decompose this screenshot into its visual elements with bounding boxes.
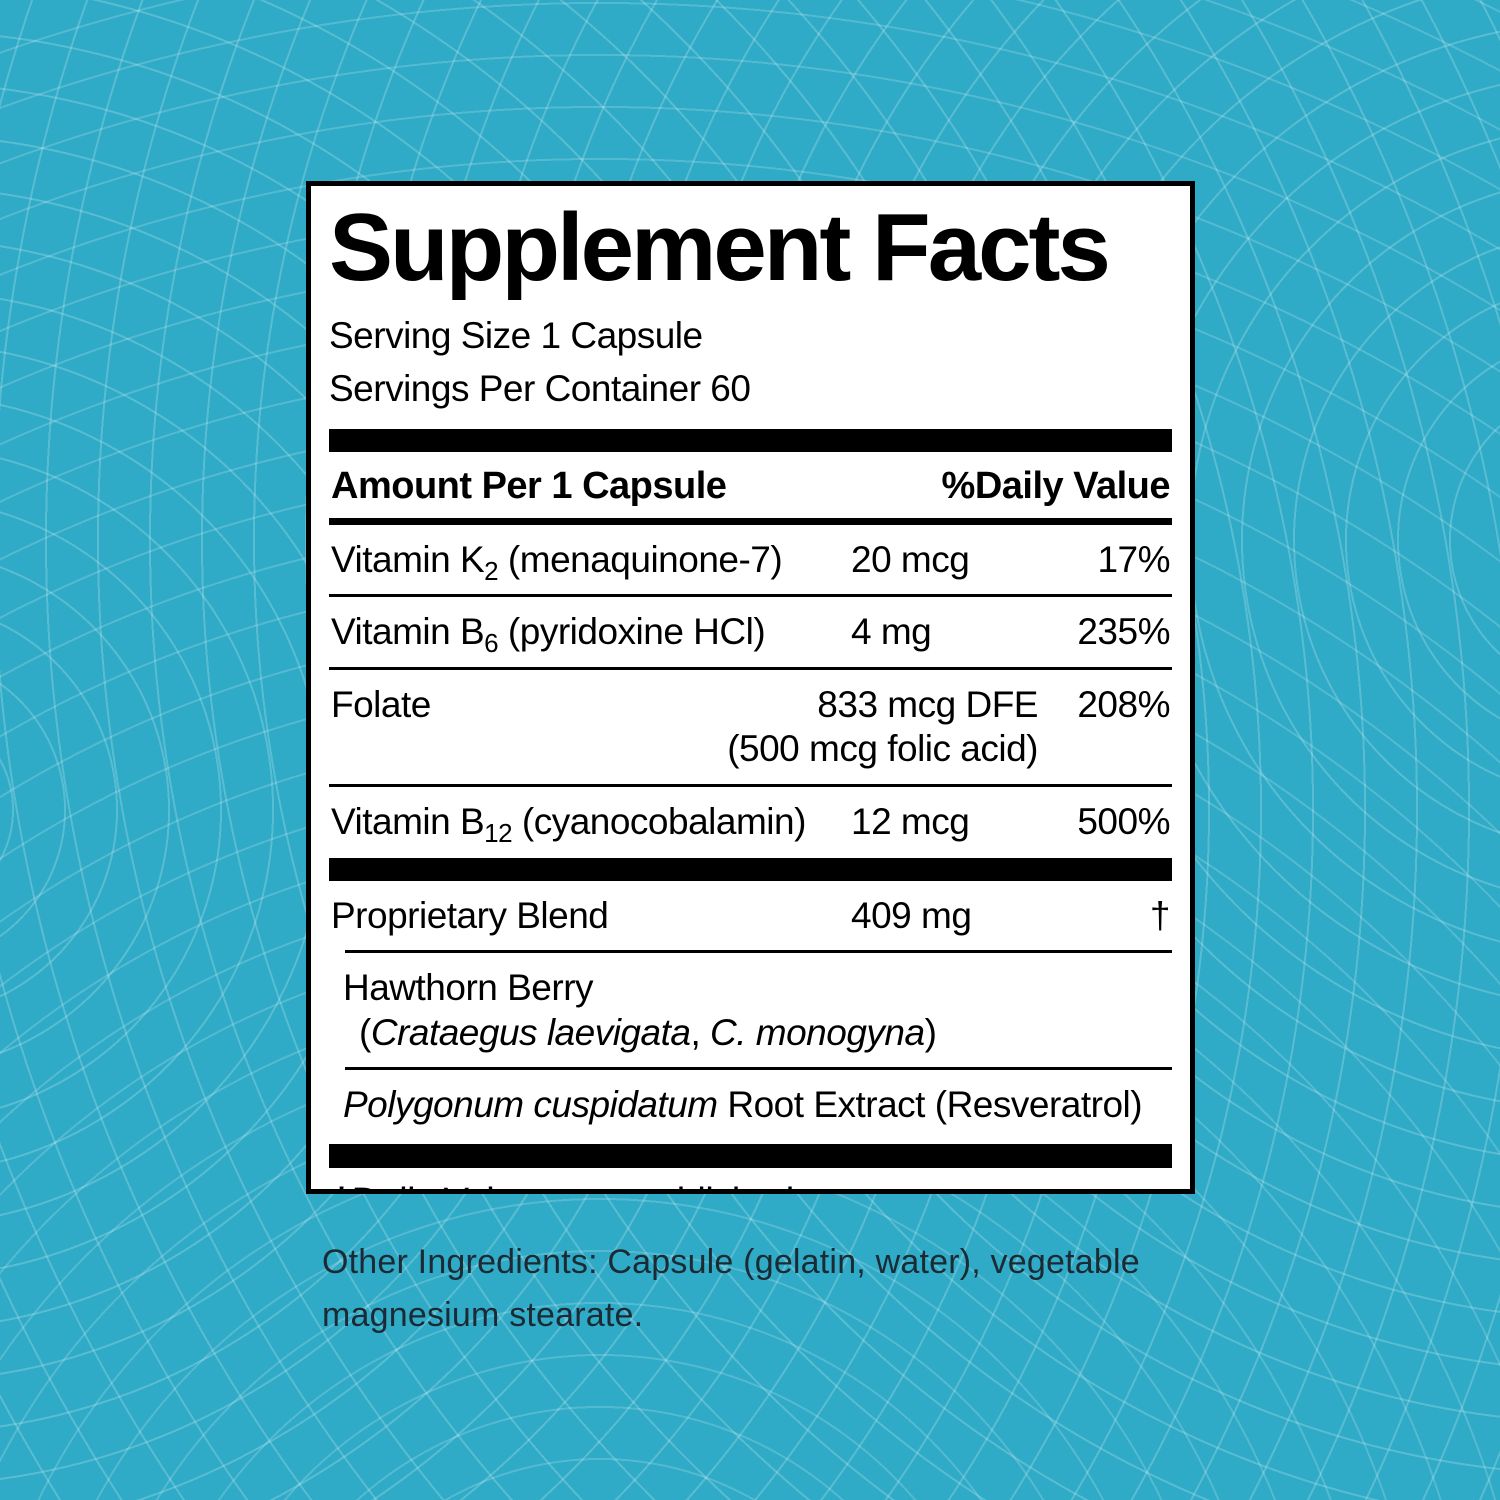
table-row-vitamin-b6: Vitamin B6 (pyridoxine HCl) 4 mg 235%: [329, 597, 1172, 666]
blend-item-latin-name: (Crataegus laevigata, C. monogyna): [359, 1011, 937, 1053]
row-separator: [345, 950, 1172, 954]
servings-per-container: Servings Per Container 60: [329, 367, 751, 409]
other-ingredients-text: Other Ingredients: Capsule (gelatin, wat…: [322, 1236, 1152, 1341]
daily-value-column-header: %Daily Value: [941, 465, 1171, 508]
divider-thick-bottom: [329, 1143, 1172, 1168]
blend-item-name-rest: Root Extract (Resveratrol): [717, 1084, 1143, 1126]
nutrient-name: Vitamin B12 (cyanocobalamin): [331, 800, 806, 848]
header-underline: [329, 518, 1172, 526]
table-header-row: Amount Per 1 Capsule %Daily Value: [329, 452, 1172, 518]
panel-title: Supplement Facts: [329, 194, 1111, 301]
divider-thick-middle: [329, 858, 1172, 882]
subscript: 2: [484, 556, 499, 587]
nutrient-daily-value: 208%: [1077, 683, 1170, 725]
divider-thick-top: [329, 429, 1172, 453]
nutrient-daily-value: 235%: [1077, 611, 1170, 653]
other-ingredients-line1: Other Ingredients: Capsule (gelatin, wat…: [322, 1243, 1140, 1281]
row-separator: [345, 1067, 1172, 1071]
nutrient-name: Vitamin K2 (menaquinone-7): [331, 539, 783, 587]
table-row-polygonum: Polygonum cuspidatum Root Extract (Resve…: [329, 1070, 1172, 1139]
nutrient-name: Vitamin B6 (pyridoxine HCl): [331, 611, 766, 659]
blend-item-latin-name: Polygonum cuspidatum: [343, 1084, 718, 1126]
other-ingredients-line2: magnesium stearate.: [322, 1295, 644, 1334]
daily-value-footnote: †Daily Value not established.: [329, 1168, 1172, 1189]
blend-daily-value-dagger: †: [1149, 895, 1171, 937]
nutrient-amount: 4 mg: [851, 611, 932, 653]
nutrient-daily-value: 17%: [1097, 539, 1170, 581]
subscript: 6: [484, 628, 499, 659]
nutrient-amount: 833 mcg DFE (500 mcg folic acid): [727, 683, 1038, 770]
amount-column-header: Amount Per 1 Capsule: [331, 465, 727, 508]
table-row-proprietary-blend: Proprietary Blend 409 mg †: [329, 881, 1172, 950]
table-row-vitamin-b12: Vitamin B12 (cyanocobalamin) 12 mcg 500%: [329, 787, 1172, 856]
row-separator: [329, 783, 1172, 787]
blend-name: Proprietary Blend: [331, 895, 609, 937]
nutrient-amount: 20 mcg: [851, 539, 970, 581]
nutrient-daily-value: 500%: [1077, 800, 1170, 842]
row-separator: [329, 666, 1172, 670]
nutrient-amount-note: (500 mcg folic acid): [727, 728, 1038, 770]
subscript: 12: [484, 817, 513, 848]
blend-item-name: Hawthorn Berry: [343, 967, 594, 1009]
supplement-facts-panel: Supplement Facts Serving Size 1 Capsule …: [306, 181, 1195, 1194]
table-row-hawthorn-berry: Hawthorn Berry (Crataegus laevigata, C. …: [329, 953, 1172, 1067]
nutrient-name: Folate: [331, 683, 431, 725]
blend-amount: 409 mg: [851, 895, 972, 937]
table-row-folate: Folate 833 mcg DFE (500 mcg folic acid) …: [329, 670, 1172, 784]
table-row-vitamin-k2: Vitamin K2 (menaquinone-7) 20 mcg 17%: [329, 525, 1172, 594]
serving-size: Serving Size 1 Capsule: [329, 315, 703, 356]
nutrient-amount: 12 mcg: [851, 800, 970, 842]
row-separator: [329, 594, 1172, 598]
